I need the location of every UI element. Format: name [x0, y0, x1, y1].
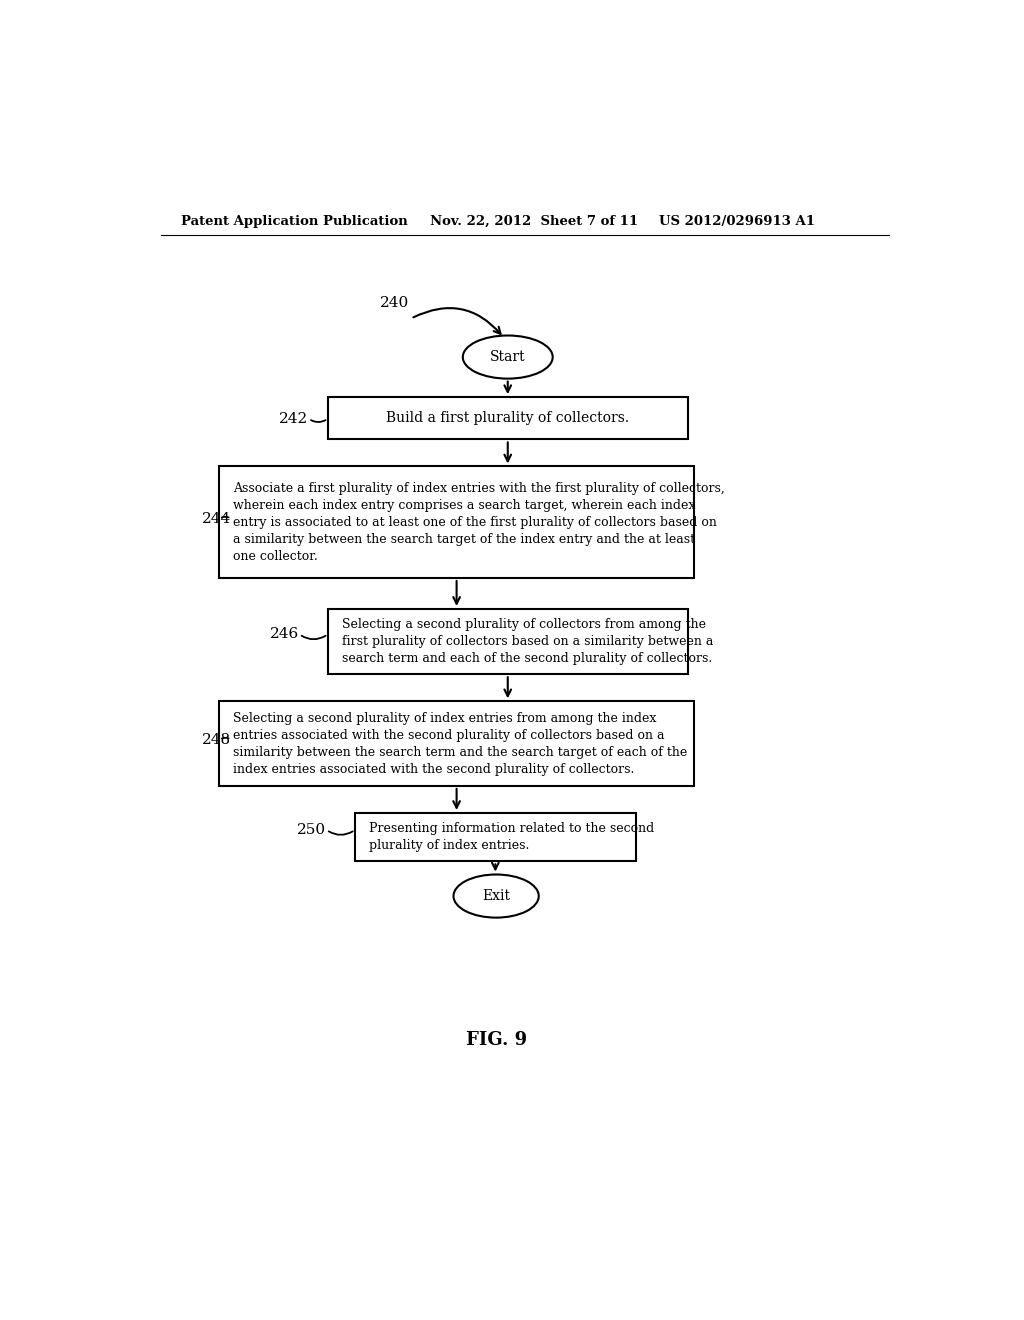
- Text: plurality of index entries.: plurality of index entries.: [369, 840, 529, 853]
- Text: US 2012/0296913 A1: US 2012/0296913 A1: [658, 215, 815, 228]
- Text: Patent Application Publication: Patent Application Publication: [180, 215, 408, 228]
- Text: 248: 248: [202, 733, 230, 747]
- Bar: [219, 466, 693, 578]
- Text: Start: Start: [489, 350, 525, 364]
- Text: entries associated with the second plurality of collectors based on a: entries associated with the second plura…: [233, 729, 665, 742]
- Text: Build a first plurality of collectors.: Build a first plurality of collectors.: [386, 412, 630, 425]
- Text: index entries associated with the second plurality of collectors.: index entries associated with the second…: [233, 763, 635, 776]
- Text: a similarity between the search target of the index entry and the at least: a similarity between the search target o…: [233, 533, 695, 545]
- Text: Exit: Exit: [482, 890, 510, 903]
- Text: Selecting a second plurality of index entries from among the index: Selecting a second plurality of index en…: [233, 711, 656, 725]
- Text: 250: 250: [297, 822, 326, 837]
- Bar: [355, 813, 636, 862]
- Text: 244: 244: [202, 512, 230, 525]
- Text: similarity between the search term and the search target of each of the: similarity between the search term and t…: [233, 746, 688, 759]
- Bar: [219, 701, 693, 785]
- Text: first plurality of collectors based on a similarity between a: first plurality of collectors based on a…: [342, 635, 714, 648]
- Text: Selecting a second plurality of collectors from among the: Selecting a second plurality of collecto…: [342, 618, 706, 631]
- Bar: [328, 397, 687, 440]
- Bar: [328, 609, 687, 675]
- Text: 242: 242: [280, 412, 308, 425]
- Text: search term and each of the second plurality of collectors.: search term and each of the second plura…: [342, 652, 712, 665]
- Text: entry is associated to at least one of the first plurality of collectors based o: entry is associated to at least one of t…: [233, 516, 717, 529]
- Text: wherein each index entry comprises a search target, wherein each index: wherein each index entry comprises a sea…: [233, 499, 695, 512]
- Text: 240: 240: [380, 296, 410, 310]
- Text: Associate a first plurality of index entries with the first plurality of collect: Associate a first plurality of index ent…: [233, 482, 725, 495]
- Text: Nov. 22, 2012  Sheet 7 of 11: Nov. 22, 2012 Sheet 7 of 11: [430, 215, 638, 228]
- Text: one collector.: one collector.: [233, 549, 318, 562]
- Text: Presenting information related to the second: Presenting information related to the se…: [369, 822, 654, 836]
- Text: FIG. 9: FIG. 9: [466, 1031, 526, 1049]
- Text: 246: 246: [270, 627, 299, 642]
